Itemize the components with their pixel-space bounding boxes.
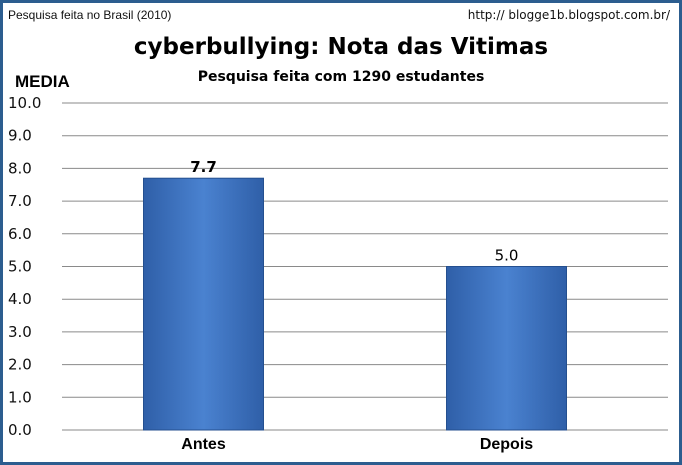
y-tick-label: 4.0: [8, 290, 32, 308]
y-tick-label: 10.0: [8, 94, 41, 112]
bar: [143, 177, 264, 431]
data-label: 7.7: [190, 158, 217, 176]
x-tick-label: Depois: [480, 436, 533, 453]
y-tick-label: 7.0: [8, 192, 32, 210]
y-tick-label: 0.0: [8, 421, 32, 439]
y-tick-label: 2.0: [8, 356, 32, 374]
x-tick-label: Antes: [181, 436, 226, 453]
source-note: Pesquisa feita no Brasil (2010): [8, 8, 172, 22]
y-tick-label: 9.0: [8, 127, 32, 145]
data-label: 5.0: [495, 247, 519, 265]
chart-subtitle: Pesquisa feita com 1290 estudantes: [197, 69, 485, 85]
y-tick-label: 3.0: [8, 323, 32, 341]
blog-url: http:// blogge1b.blogspot.com.br/: [467, 8, 670, 22]
y-tick-label: 6.0: [8, 225, 32, 243]
y-tick-label: 5.0: [8, 258, 32, 276]
y-axis-label: MEDIA: [15, 72, 70, 91]
chart-title: cyberbullying: Nota das Vitimas: [133, 34, 549, 60]
y-tick-label: 1.0: [8, 388, 32, 406]
y-tick-label: 8.0: [8, 159, 32, 177]
bar: [446, 266, 567, 431]
